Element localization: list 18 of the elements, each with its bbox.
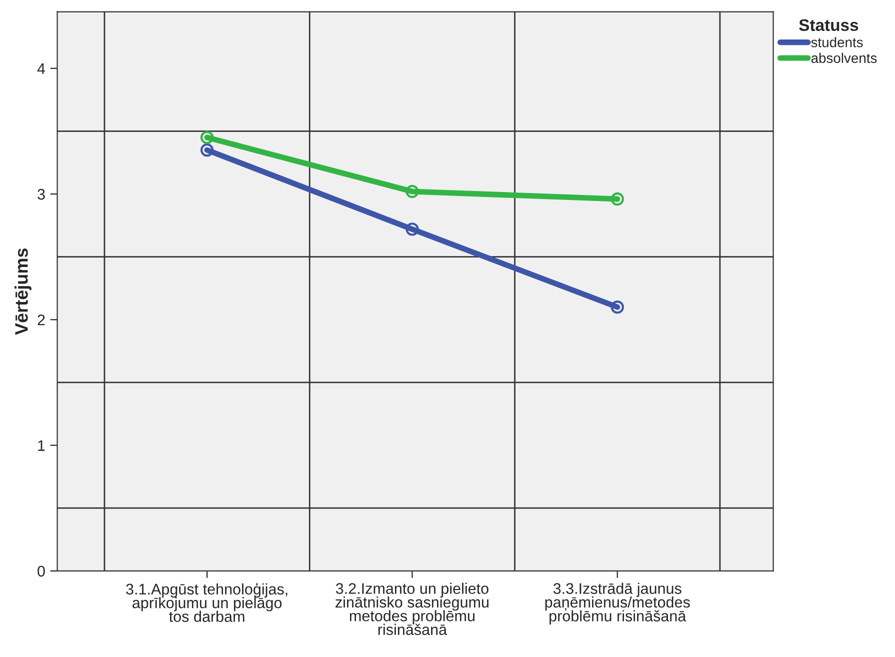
y-tick-label: 1 xyxy=(38,440,45,451)
point xyxy=(610,300,624,314)
y-axis-title: Vērtējums xyxy=(14,248,32,335)
y-tick-label: 2 xyxy=(38,314,45,326)
legend-label: absolvents xyxy=(811,52,877,64)
x-tick-label: 3.3.Izstrādā jaunus paņēmienus/metodes problēmu risināšanā xyxy=(545,582,690,624)
point xyxy=(200,143,214,157)
point xyxy=(406,184,419,198)
x-tick-label: 3.2.Izmanto un pielieto zinātnisko sasniegumu metodes problēmu risināšanā xyxy=(336,582,488,636)
y-tick-label: 0 xyxy=(38,566,45,577)
point xyxy=(610,192,624,206)
y-tick-label: 4 xyxy=(37,63,46,74)
point xyxy=(406,222,419,236)
legend-label: students xyxy=(811,37,863,48)
legend-title: Statuss xyxy=(799,19,858,32)
point xyxy=(200,130,214,144)
x-tick-label: 3.1.Apgūst tehnoloģijas, aprīkojumu un pielāgo tos darbam xyxy=(126,582,288,622)
y-tick-label: 3 xyxy=(38,188,45,200)
